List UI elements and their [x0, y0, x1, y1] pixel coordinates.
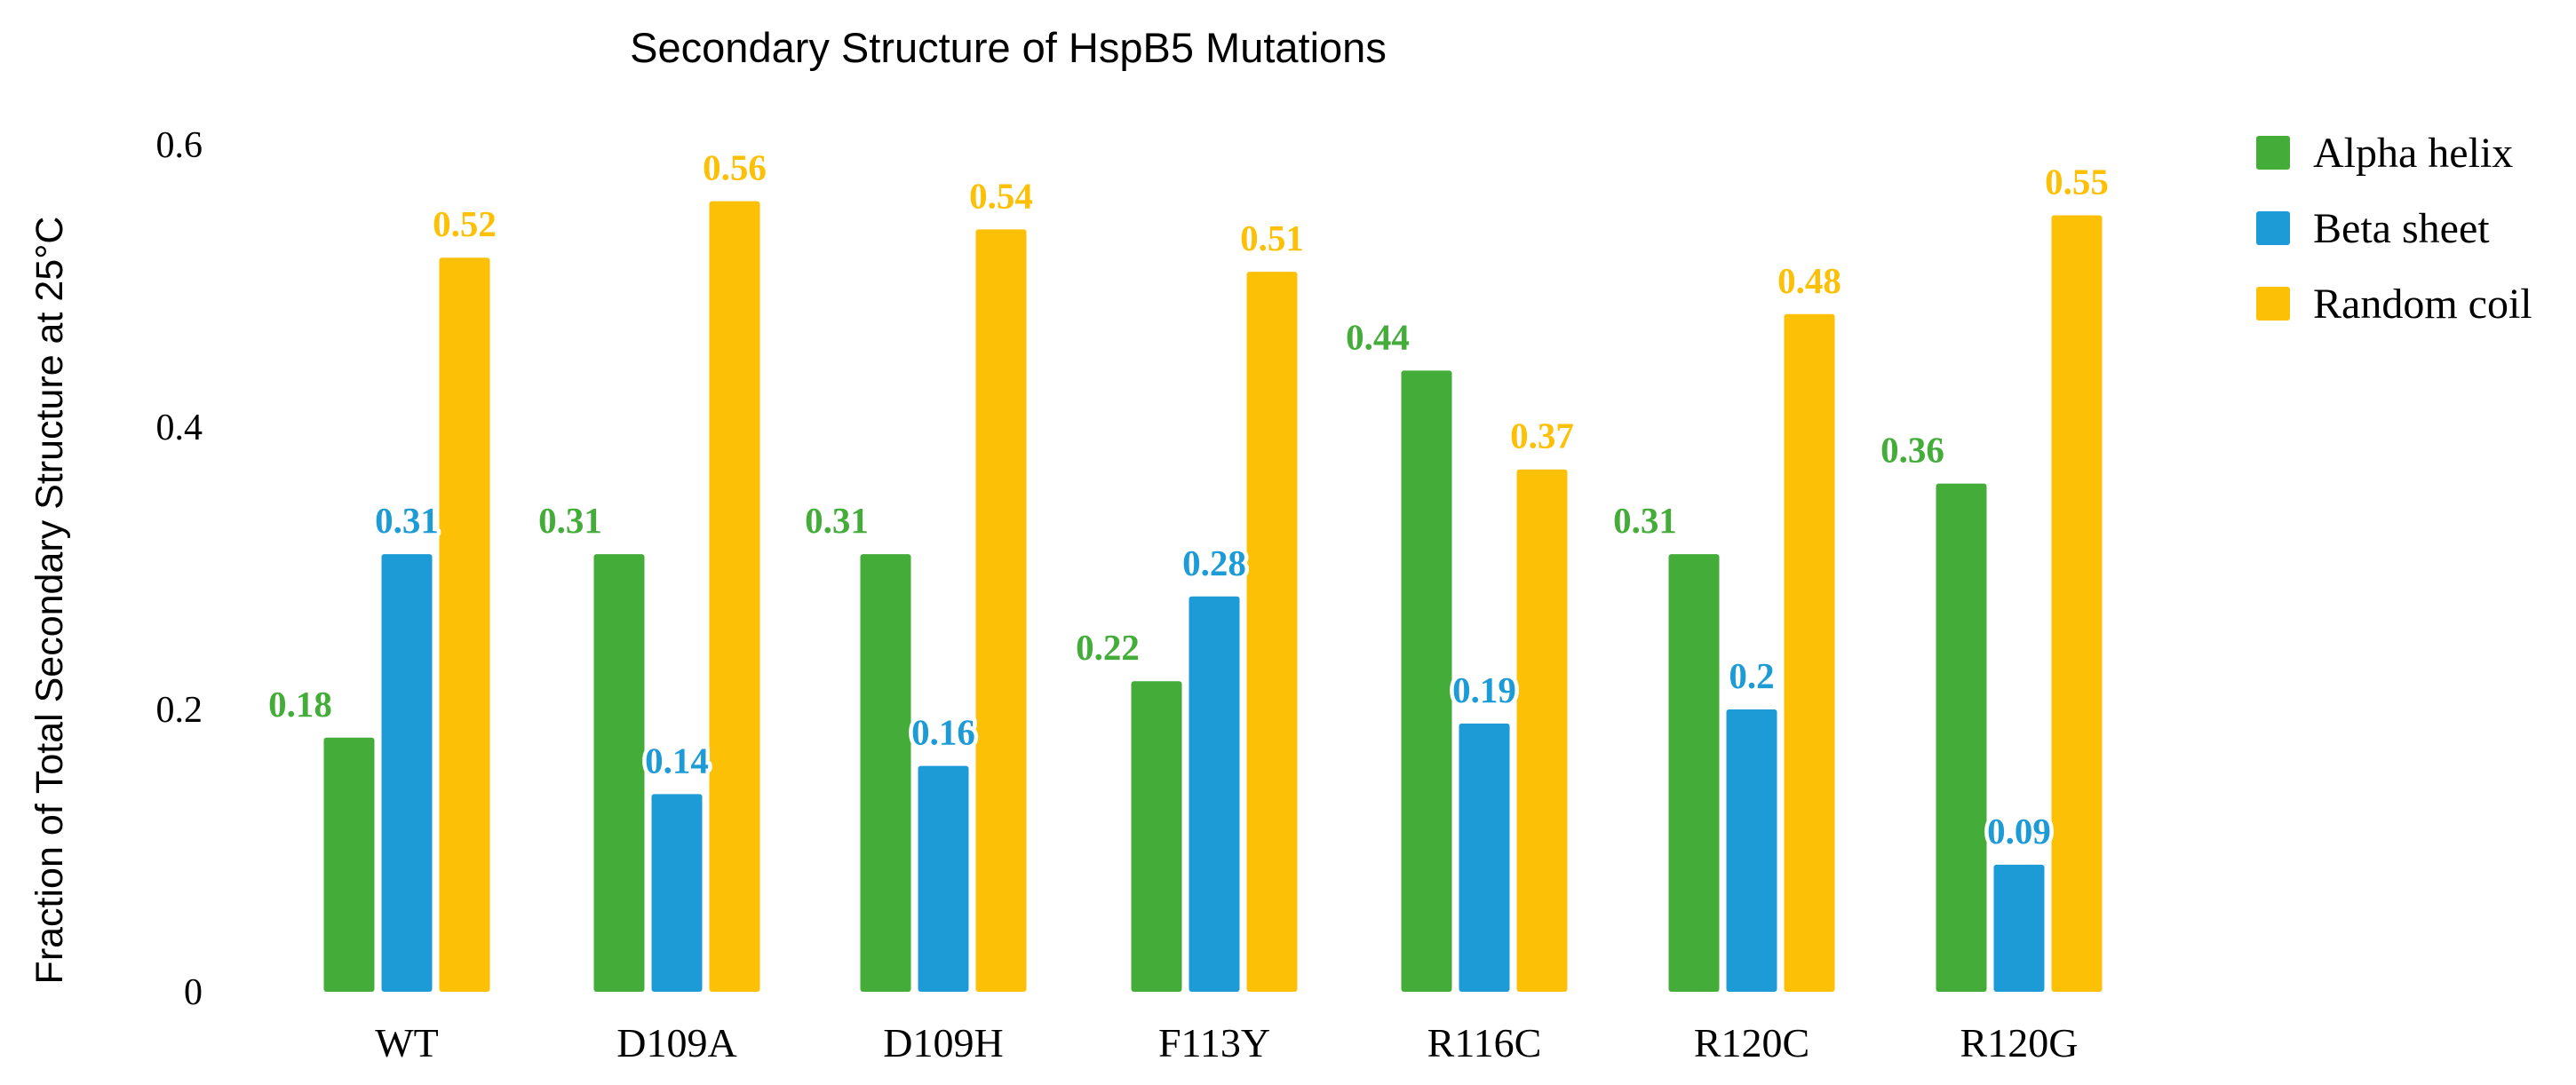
data-label: 0.31 [1613, 500, 1677, 541]
bar-beta-sheet-r120c [1726, 709, 1777, 992]
data-label: 0.56 [703, 147, 767, 188]
bar-beta-sheet-wt [381, 554, 433, 992]
data-label: 0.18 [268, 684, 332, 725]
data-labels-group: 0.18 0.31 0.31 0.22 0.44 0.31 0.36 0.31 0.14 0.16… [265, 143, 2113, 855]
y-tick-label: 0 [184, 972, 203, 1013]
x-tick-label: R120G [1960, 1020, 2079, 1065]
bar-random-coil-f113y [1246, 272, 1298, 993]
data-label: 0.48 [1777, 260, 1841, 301]
legend-label: Beta sheet [2313, 205, 2490, 252]
data-label: 0.31 [805, 500, 869, 541]
bar-alpha-helix-r120c [1668, 554, 1720, 992]
x-tick-label: WT [375, 1020, 439, 1065]
bar-alpha-helix-f113y [1131, 681, 1182, 992]
bar-beta-sheet-d109a [651, 794, 703, 992]
data-label: 0.37 [1510, 416, 1574, 456]
bar-alpha-helix-wt [323, 737, 375, 992]
legend-label: Alpha helix [2313, 130, 2513, 177]
bar-alpha-helix-r116c [1401, 370, 1452, 992]
bar-random-coil-r120g [2051, 215, 2103, 992]
data-label: 0.55 [2045, 162, 2109, 202]
x-tick-label: D109A [616, 1020, 736, 1065]
data-label: 0.31 [538, 500, 602, 541]
bar-random-coil-wt [439, 257, 490, 992]
bars-group [323, 201, 2103, 993]
data-label: 0.19 [1452, 669, 1516, 710]
data-label: 0.28 [1182, 542, 1246, 583]
data-label: 0.36 [1880, 430, 1944, 471]
x-tick-label: R116C [1427, 1020, 1542, 1065]
data-label: 0.52 [433, 203, 497, 244]
data-label: 0.09 [1987, 811, 2051, 851]
x-tick-label: R120C [1694, 1020, 1809, 1065]
y-axis-label: Fraction of Total Secondary Structure at… [28, 217, 71, 985]
bar-beta-sheet-d109h [918, 765, 969, 992]
legend-swatch-alpha-helix [2256, 136, 2290, 170]
data-label: 0.51 [1240, 218, 1304, 258]
bar-beta-sheet-f113y [1189, 596, 1240, 992]
data-label: 0.31 [375, 500, 439, 541]
x-tick-label: F113Y [1158, 1020, 1270, 1065]
y-tick-label: 0.2 [156, 690, 203, 731]
legend-swatch-beta-sheet [2256, 211, 2290, 245]
data-label: 0.14 [645, 740, 709, 780]
y-tick-label: 0.6 [156, 125, 203, 166]
bar-beta-sheet-r120g [1993, 864, 2045, 992]
data-label: 0.54 [969, 175, 1033, 216]
bar-alpha-helix-r120g [1936, 483, 1987, 992]
bar-alpha-helix-d109h [860, 554, 911, 992]
bar-random-coil-r120c [1784, 313, 1835, 992]
x-tick-label: D109H [883, 1020, 1003, 1065]
legend-swatch-random-coil [2256, 287, 2290, 321]
bar-alpha-helix-d109a [593, 554, 645, 992]
x-axis-ticks: WT D109A D109H F113Y R116C R120C R120G [375, 1020, 2078, 1065]
bar-random-coil-d109a [709, 201, 760, 993]
data-label: 0.44 [1346, 316, 1410, 357]
data-label: 0.16 [911, 712, 975, 753]
bar-random-coil-d109h [975, 229, 1027, 992]
legend-label: Random coil [2313, 281, 2532, 328]
data-label: 0.2 [1729, 655, 1774, 696]
bar-beta-sheet-r116c [1459, 723, 1510, 992]
data-label: 0.22 [1076, 627, 1140, 668]
legend: Alpha helix Beta sheet Random coil [2256, 130, 2532, 328]
bar-random-coil-r116c [1516, 469, 1568, 992]
chart-title: Secondary Structure of HspB5 Mutations [630, 24, 1387, 71]
y-tick-label: 0.4 [156, 408, 203, 448]
y-axis-ticks: 0 0.2 0.4 0.6 [156, 125, 203, 1013]
